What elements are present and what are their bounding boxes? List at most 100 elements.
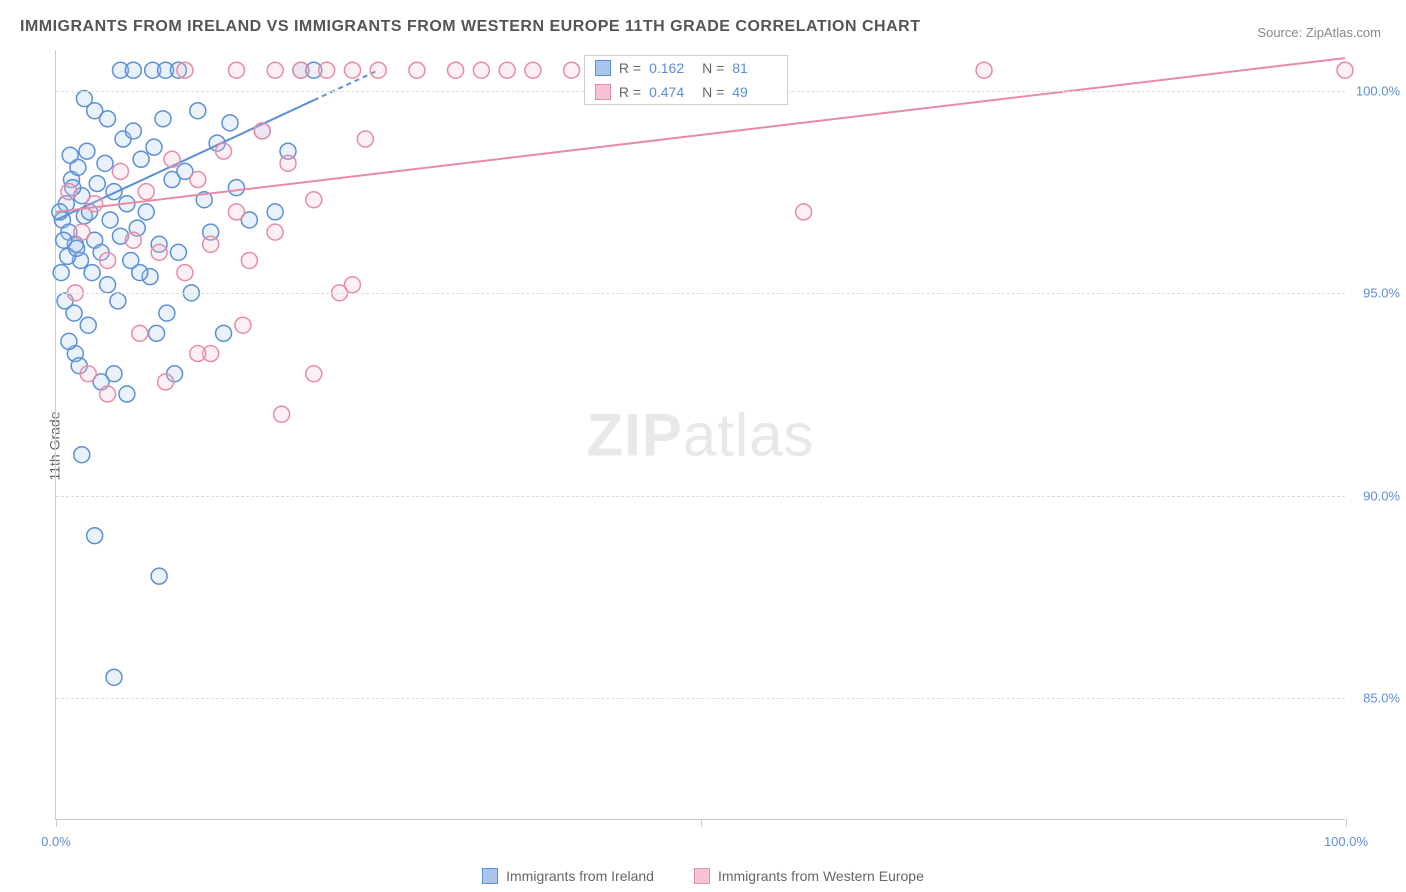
r-label: R =: [619, 84, 641, 100]
data-point: [228, 180, 244, 196]
data-point: [254, 123, 270, 139]
data-point: [564, 62, 580, 78]
data-point: [344, 62, 360, 78]
legend-swatch: [595, 84, 611, 100]
data-point: [357, 131, 373, 147]
data-point: [228, 204, 244, 220]
n-value: 49: [732, 84, 777, 100]
n-value: 81: [732, 60, 777, 76]
data-point: [306, 192, 322, 208]
data-point: [267, 62, 283, 78]
y-tick-label: 95.0%: [1350, 286, 1400, 301]
data-point: [138, 204, 154, 220]
data-point: [62, 147, 78, 163]
data-point: [158, 374, 174, 390]
data-point: [110, 293, 126, 309]
data-point: [74, 447, 90, 463]
data-point: [319, 62, 335, 78]
data-point: [448, 62, 464, 78]
data-point: [190, 346, 206, 362]
r-value: 0.474: [649, 84, 694, 100]
data-point: [235, 317, 251, 333]
data-point: [274, 406, 290, 422]
x-tick: [56, 819, 57, 827]
data-point: [164, 151, 180, 167]
legend-item: Immigrants from Western Europe: [694, 868, 924, 884]
data-point: [159, 305, 175, 321]
data-point: [525, 62, 541, 78]
data-point: [79, 143, 95, 159]
legend-swatch: [694, 868, 710, 884]
data-point: [267, 224, 283, 240]
data-point: [151, 568, 167, 584]
data-point: [100, 277, 116, 293]
gridline: [56, 698, 1345, 699]
data-point: [119, 386, 135, 402]
data-point: [106, 184, 122, 200]
data-point: [89, 176, 105, 192]
data-point: [222, 115, 238, 131]
data-point: [190, 172, 206, 188]
data-point: [132, 325, 148, 341]
data-point: [100, 252, 116, 268]
data-point: [216, 325, 232, 341]
data-point: [61, 184, 77, 200]
data-point: [280, 155, 296, 171]
source-attribution: Source: ZipAtlas.com: [1257, 25, 1381, 40]
data-point: [125, 123, 141, 139]
data-point: [190, 103, 206, 119]
gridline: [56, 496, 1345, 497]
data-point: [203, 236, 219, 252]
data-point: [84, 265, 100, 281]
correlation-stats-box: R = 0.162 N = 81 R = 0.474 N = 49: [584, 55, 788, 105]
data-point: [177, 265, 193, 281]
x-tick-label: 100.0%: [1324, 834, 1368, 849]
y-tick-label: 100.0%: [1350, 83, 1400, 98]
source-label: Source:: [1257, 25, 1302, 40]
data-point: [133, 151, 149, 167]
legend-swatch: [482, 868, 498, 884]
data-point: [102, 212, 118, 228]
legend-item: Immigrants from Ireland: [482, 868, 654, 884]
data-point: [66, 305, 82, 321]
data-point: [241, 252, 257, 268]
data-point: [80, 317, 96, 333]
x-tick: [1346, 819, 1347, 827]
data-point: [138, 184, 154, 200]
data-point: [53, 265, 69, 281]
data-point: [1337, 62, 1353, 78]
data-point: [100, 111, 116, 127]
plot-svg: [56, 50, 1345, 819]
data-point: [125, 232, 141, 248]
n-label: N =: [702, 84, 724, 100]
data-point: [151, 244, 167, 260]
data-point: [61, 333, 77, 349]
data-point: [306, 366, 322, 382]
n-label: N =: [702, 60, 724, 76]
stats-row: R = 0.474 N = 49: [585, 80, 787, 104]
data-point: [146, 139, 162, 155]
data-point: [87, 528, 103, 544]
y-tick-label: 90.0%: [1350, 488, 1400, 503]
data-point: [97, 155, 113, 171]
chart-title: IMMIGRANTS FROM IRELAND VS IMMIGRANTS FR…: [20, 18, 920, 36]
x-tick-label: 0.0%: [41, 834, 71, 849]
data-point: [112, 163, 128, 179]
data-point: [293, 62, 309, 78]
source-value: ZipAtlas.com: [1306, 25, 1381, 40]
data-point: [80, 366, 96, 382]
data-point: [267, 204, 283, 220]
r-value: 0.162: [649, 60, 694, 76]
data-point: [74, 224, 90, 240]
data-point: [106, 366, 122, 382]
data-point: [473, 62, 489, 78]
data-point: [216, 143, 232, 159]
data-point: [976, 62, 992, 78]
legend-label: Immigrants from Western Europe: [718, 868, 924, 884]
data-point: [170, 244, 186, 260]
r-label: R =: [619, 60, 641, 76]
gridline: [56, 293, 1345, 294]
data-point: [149, 325, 165, 341]
data-point: [69, 240, 85, 256]
data-point: [796, 204, 812, 220]
